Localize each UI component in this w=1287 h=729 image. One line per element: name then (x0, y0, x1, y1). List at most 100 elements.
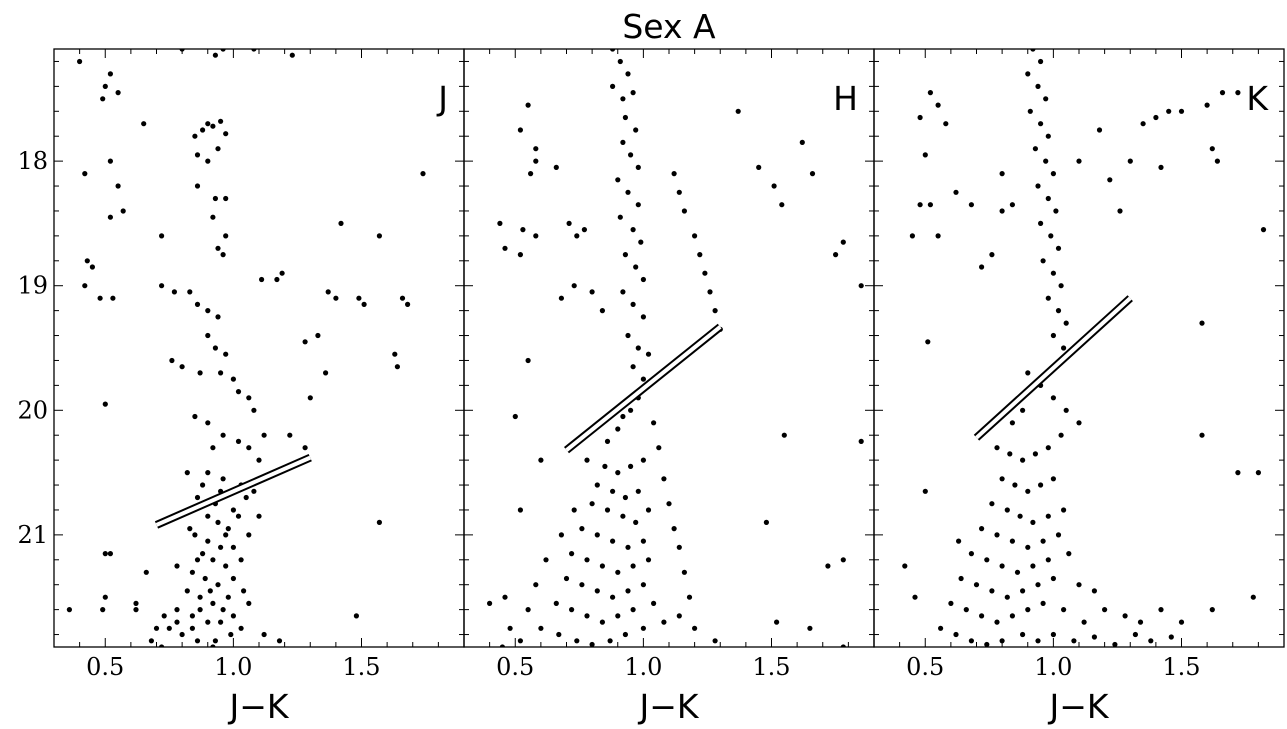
data-point (376, 519, 382, 526)
data-point (604, 507, 611, 513)
data-point (640, 625, 647, 631)
data-point (89, 264, 95, 270)
data-point (1250, 594, 1256, 600)
data-point (633, 127, 639, 133)
data-point (215, 582, 221, 588)
data-point (405, 301, 411, 307)
data-point (917, 114, 923, 121)
data-point (712, 638, 718, 644)
data-point (210, 600, 216, 607)
x-tick-label: 0.5 (86, 653, 124, 681)
data-point (574, 638, 580, 644)
data-point (1017, 513, 1023, 519)
data-point (197, 370, 203, 376)
data-point (1061, 507, 1067, 513)
data-point (1053, 208, 1059, 214)
data-point (194, 494, 201, 501)
points-group (487, 49, 864, 647)
data-point (645, 351, 652, 357)
data-point (571, 507, 577, 513)
data-point (927, 202, 934, 208)
data-point (630, 301, 636, 307)
data-point (645, 557, 652, 563)
data-point (520, 227, 526, 233)
y-tick-label: 19 (17, 272, 48, 300)
data-point (833, 252, 839, 258)
data-point (633, 519, 639, 526)
data-point (133, 600, 139, 607)
data-point (200, 482, 206, 488)
data-point (192, 413, 198, 420)
data-point (1040, 258, 1046, 264)
data-point (620, 413, 626, 420)
data-point (223, 532, 229, 538)
data-point (82, 283, 88, 289)
data-point (1038, 220, 1044, 226)
data-point (205, 619, 211, 625)
data-point (625, 332, 631, 339)
data-point (610, 83, 616, 89)
data-point (661, 619, 667, 625)
data-point (692, 625, 698, 631)
data-point (218, 544, 224, 550)
data-point (205, 158, 211, 164)
data-point (82, 171, 88, 177)
data-point (671, 171, 677, 177)
data-point (1091, 634, 1097, 640)
data-point (569, 607, 575, 613)
data-point (615, 177, 621, 183)
data-point (651, 600, 657, 607)
data-point (628, 407, 634, 413)
data-point (246, 600, 252, 607)
data-point (651, 420, 657, 426)
data-point (1009, 420, 1016, 426)
data-point (212, 52, 218, 58)
data-point (205, 420, 211, 426)
data-point (302, 445, 308, 451)
data-point (756, 164, 762, 170)
data-point (615, 470, 621, 476)
data-point (640, 457, 647, 463)
data-point (620, 513, 626, 519)
data-point (338, 220, 344, 226)
data-point (840, 557, 846, 563)
data-point (210, 557, 216, 563)
data-point (707, 289, 713, 295)
data-point (968, 638, 975, 644)
data-point (1199, 320, 1205, 326)
y-tick-label: 21 (17, 521, 48, 549)
data-point (615, 613, 621, 619)
data-point (205, 121, 211, 127)
data-point (566, 220, 572, 226)
data-point (640, 538, 647, 544)
data-point (1040, 538, 1046, 544)
data-point (1168, 634, 1174, 640)
data-point (594, 482, 600, 488)
data-point (187, 526, 193, 532)
data-point (223, 233, 229, 239)
data-point (1025, 607, 1031, 613)
data-point (197, 607, 203, 613)
data-point (507, 625, 513, 631)
data-point (1038, 482, 1044, 488)
data-point (628, 463, 634, 469)
data-point (215, 314, 221, 320)
data-point (543, 557, 549, 563)
data-point (141, 121, 147, 127)
data-point (361, 301, 367, 307)
data-point (999, 476, 1005, 482)
data-point (353, 613, 359, 619)
data-point (1058, 432, 1064, 438)
data-point (241, 588, 247, 594)
data-point (1045, 513, 1051, 519)
data-point (1035, 83, 1041, 89)
data-point (225, 594, 231, 600)
data-point (692, 233, 698, 239)
data-point (1153, 114, 1159, 121)
data-point (994, 532, 1000, 538)
data-point (202, 575, 208, 582)
data-point (661, 476, 667, 482)
data-point (392, 351, 398, 357)
data-point (1045, 195, 1051, 202)
data-point (1050, 270, 1056, 276)
